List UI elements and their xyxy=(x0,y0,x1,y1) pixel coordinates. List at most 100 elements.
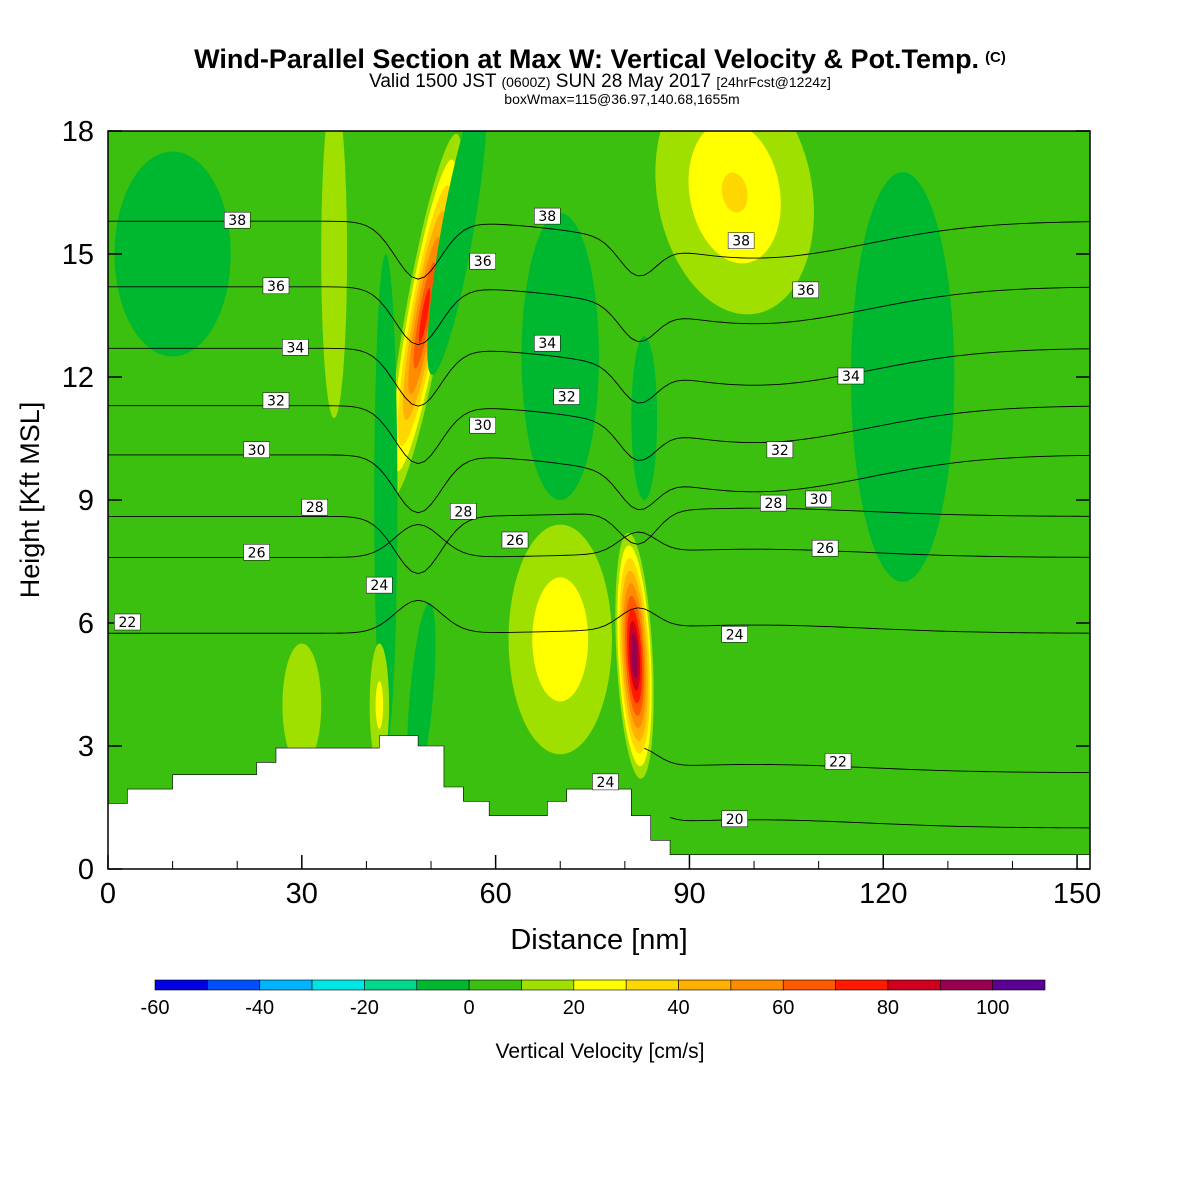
contour-label-32: 32 xyxy=(262,392,290,410)
contour-label-34: 34 xyxy=(282,339,309,356)
colorbar-bin xyxy=(207,979,261,991)
contour-label-38: 38 xyxy=(223,211,251,229)
colorbar-bin xyxy=(521,979,575,991)
svg-text:34: 34 xyxy=(842,369,860,385)
svg-text:34: 34 xyxy=(538,336,556,352)
colorbar-tick-label: -40 xyxy=(245,997,274,1019)
valid-utc: (0600Z) xyxy=(501,74,551,90)
svg-text:34: 34 xyxy=(286,340,304,356)
contour-label-30: 30 xyxy=(243,441,270,459)
colorbar-tick-label: 40 xyxy=(667,997,689,1019)
colorbar-tick-label: 0 xyxy=(464,997,475,1019)
vv-band-10--10 xyxy=(114,151,231,357)
colorbar-tick-label: 80 xyxy=(877,997,899,1019)
y-tick-label: 0 xyxy=(78,854,94,886)
colorbar-tick-label: -20 xyxy=(350,997,379,1019)
svg-text:22: 22 xyxy=(829,754,847,770)
svg-text:22: 22 xyxy=(118,615,136,631)
vv-band-12-10 xyxy=(282,643,322,767)
contour-labels: 20 22 22 24 24 24 26 26 26 28 28 28 30 30 30 32 32 32 34 34… xyxy=(114,207,865,828)
contour-label-26: 26 xyxy=(243,544,270,561)
colorbar-bin xyxy=(625,979,679,991)
vv-band-9--10 xyxy=(850,172,955,582)
copyright-mark: (C) xyxy=(985,49,1006,66)
colorbar-tick-label: 60 xyxy=(772,997,794,1019)
vv-band-8--10 xyxy=(374,254,398,746)
svg-text:24: 24 xyxy=(597,775,615,791)
contour-label-26: 26 xyxy=(811,539,839,557)
svg-text:30: 30 xyxy=(474,418,492,434)
vv-band-6--10 xyxy=(521,213,599,500)
colorbar-tick-label: 20 xyxy=(563,997,585,1019)
contour-label-38: 38 xyxy=(534,207,561,225)
vv-band-3-30 xyxy=(721,172,748,213)
svg-text:32: 32 xyxy=(267,394,285,410)
colorbar-bin xyxy=(939,979,993,991)
contour-label-22: 22 xyxy=(114,613,141,631)
contour-label-20: 20 xyxy=(721,810,748,828)
x-tick-label: 30 xyxy=(286,878,318,910)
colorbar-tick-label: -60 xyxy=(141,997,170,1019)
vv-band-5--10 xyxy=(427,131,487,375)
y-axis-label: Height [Kft MSL] xyxy=(15,402,45,599)
box-info-subtitle: boxWmax=115@36.97,140.68,1655m xyxy=(0,91,1200,107)
x-tick-label: 120 xyxy=(859,878,907,910)
svg-text:28: 28 xyxy=(306,500,324,516)
contour-label-32: 32 xyxy=(553,388,580,406)
colorbar-bin xyxy=(573,979,627,991)
vv-band-2-20 xyxy=(532,577,589,702)
chart-title: Wind-Parallel Section at Max W: Vertical… xyxy=(0,44,1200,75)
svg-text:38: 38 xyxy=(732,234,750,250)
contour-label-34: 34 xyxy=(837,367,865,385)
contour-label-30: 30 xyxy=(805,490,832,508)
y-tick-label: 12 xyxy=(62,362,94,394)
colorbar-bin xyxy=(468,979,522,991)
colorbar-bin xyxy=(678,979,732,991)
valid-time-subtitle: Valid 1500 JST (0600Z) SUN 28 May 2017 [… xyxy=(0,71,1200,93)
svg-text:32: 32 xyxy=(558,390,576,406)
y-tick-label: 6 xyxy=(78,608,94,640)
svg-text:26: 26 xyxy=(506,533,524,549)
contour-label-28: 28 xyxy=(301,498,328,516)
colorbar-bin xyxy=(259,979,313,991)
svg-text:26: 26 xyxy=(816,541,834,557)
colorbar-bin xyxy=(364,979,418,991)
svg-text:32: 32 xyxy=(771,443,789,459)
theta-contour-30 xyxy=(108,454,1090,514)
forecast-info: [24hrFcst@1224z] xyxy=(716,74,831,90)
svg-text:24: 24 xyxy=(370,578,388,594)
colorbar: -60 -40 -20 0 20 40 60 80 100 xyxy=(141,979,1046,1019)
contour-label-32: 32 xyxy=(766,441,794,459)
contour-label-30: 30 xyxy=(469,416,496,434)
svg-text:28: 28 xyxy=(454,504,472,520)
colorbar-bin xyxy=(992,979,1046,991)
svg-text:20: 20 xyxy=(726,812,744,828)
svg-text:26: 26 xyxy=(248,545,266,561)
vv-band-13-10 xyxy=(321,131,348,418)
colorbar-bin xyxy=(782,979,836,991)
colorbar-bin xyxy=(730,979,784,991)
contour-label-38: 38 xyxy=(727,232,755,250)
vv-band-0-70 xyxy=(418,288,431,343)
y-tick-label: 9 xyxy=(78,485,94,517)
x-axis-label: Distance [nm] xyxy=(510,924,687,956)
theta-contour-24 xyxy=(108,599,1090,634)
svg-text:24: 24 xyxy=(726,627,744,643)
contour-label-34: 34 xyxy=(534,334,561,352)
svg-text:38: 38 xyxy=(228,213,246,229)
x-tick-label: 0 xyxy=(100,878,116,910)
svg-text:30: 30 xyxy=(810,492,828,508)
x-tick-label: 60 xyxy=(479,878,511,910)
colorbar-bin xyxy=(416,979,470,991)
plot-area xyxy=(108,131,1090,869)
colorbar-bin xyxy=(311,979,365,991)
svg-text:28: 28 xyxy=(765,496,783,512)
title-text: Wind-Parallel Section at Max W: Vertical… xyxy=(194,44,980,74)
svg-text:36: 36 xyxy=(267,279,285,295)
colorbar-bin xyxy=(887,979,941,991)
vv-band-1-90 xyxy=(631,633,639,679)
theta-contour-22 xyxy=(644,747,1090,773)
theta-contour-34 xyxy=(108,347,1090,407)
theta-contour-38 xyxy=(108,220,1090,280)
